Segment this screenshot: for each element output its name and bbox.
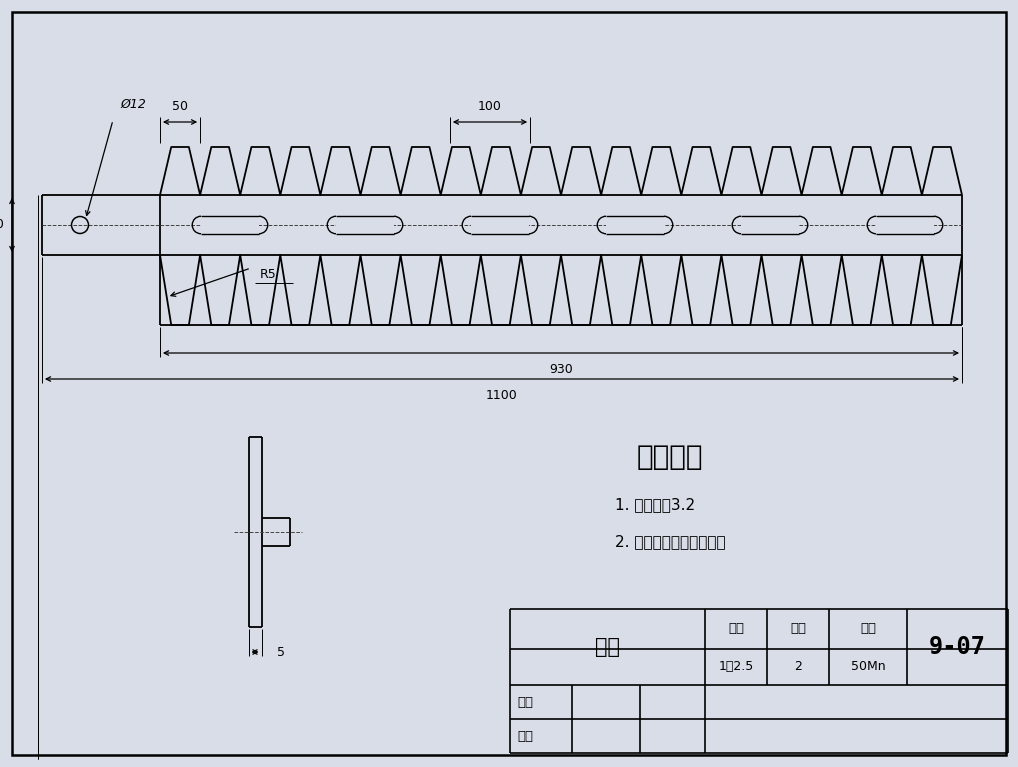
Bar xyxy=(876,216,934,234)
Bar xyxy=(471,216,529,234)
Text: 100: 100 xyxy=(478,100,502,113)
Bar xyxy=(741,216,799,234)
Bar xyxy=(606,216,664,234)
Text: 2: 2 xyxy=(794,660,802,673)
Text: 50: 50 xyxy=(172,100,188,113)
Text: 1. 粗糙度为3.2: 1. 粗糙度为3.2 xyxy=(615,498,695,512)
Text: 5: 5 xyxy=(277,646,284,659)
Text: 50Mn: 50Mn xyxy=(851,660,886,673)
Text: 材料: 材料 xyxy=(860,623,876,636)
Text: 技术要求: 技术要求 xyxy=(636,443,703,471)
Bar xyxy=(336,216,394,234)
Text: R5: R5 xyxy=(260,268,277,281)
Text: 30: 30 xyxy=(0,219,4,232)
Text: 刀片: 刀片 xyxy=(595,637,620,657)
Text: 930: 930 xyxy=(549,363,573,376)
Text: 1100: 1100 xyxy=(487,389,518,402)
Text: 2. 刀具材料为耐磨性材料: 2. 刀具材料为耐磨性材料 xyxy=(615,535,726,549)
Text: 1：2.5: 1：2.5 xyxy=(719,660,753,673)
Bar xyxy=(201,216,259,234)
Text: 审核: 审核 xyxy=(517,729,533,742)
Text: 制图: 制图 xyxy=(517,696,533,709)
Text: 比例: 比例 xyxy=(728,623,744,636)
Text: 9-07: 9-07 xyxy=(929,635,986,659)
Text: 数量: 数量 xyxy=(790,623,806,636)
Text: Ø12: Ø12 xyxy=(120,98,146,111)
